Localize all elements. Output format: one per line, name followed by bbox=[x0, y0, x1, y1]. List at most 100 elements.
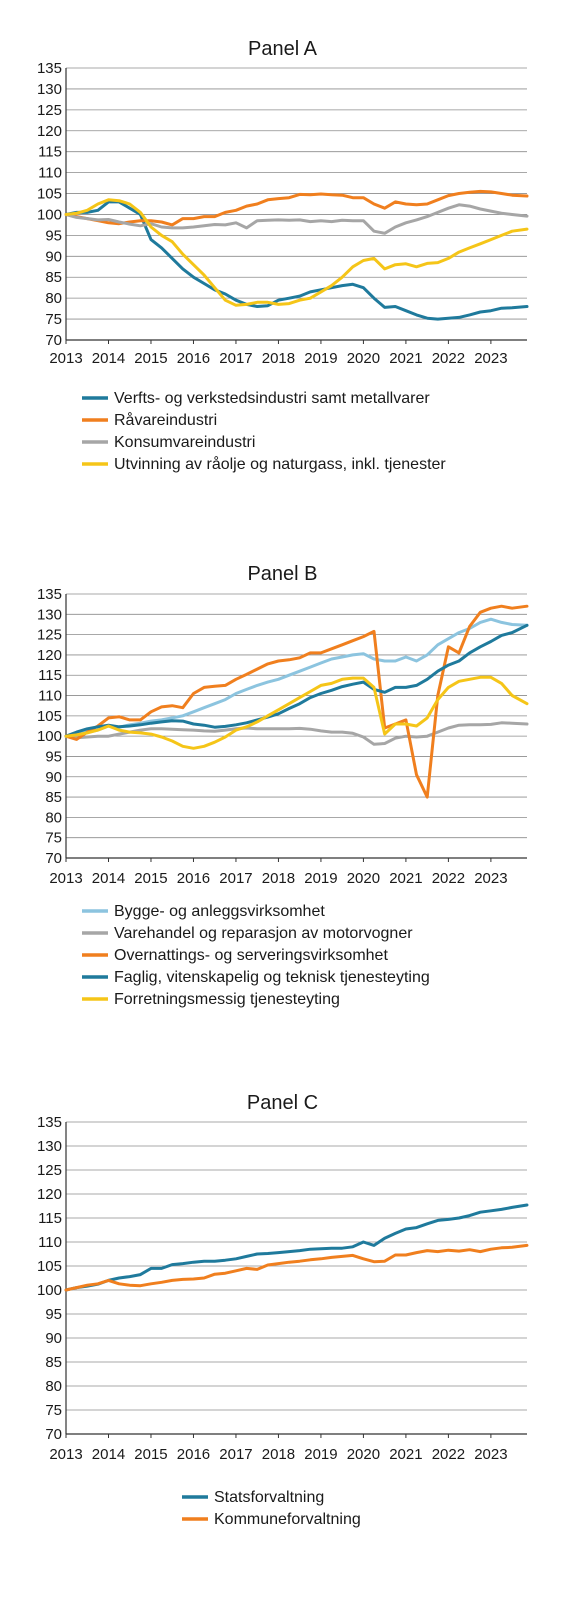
x-tick-label: 2015 bbox=[134, 350, 167, 367]
chart-title: Panel C bbox=[247, 1092, 318, 1114]
y-tick-label: 120 bbox=[37, 123, 62, 140]
chart-title: Panel B bbox=[247, 563, 317, 585]
legend: Statsforvaltning Kommuneforvaltning bbox=[182, 1489, 361, 1528]
legend-label: Faglig, vitenskapelig og teknisk tjenest… bbox=[114, 969, 430, 986]
x-tick-label: 2019 bbox=[304, 870, 337, 887]
chart-panel-2: Panel C 135 130 125 120 115 110 105 100 95 90 85 80 7… bbox=[37, 1092, 529, 1528]
y-tick-label: 120 bbox=[37, 647, 62, 664]
y-tick-label: 105 bbox=[37, 1258, 62, 1275]
x-tick-label: 2014 bbox=[92, 870, 125, 887]
x-tick-label: 2020 bbox=[347, 350, 380, 367]
x-tick-label: 2017 bbox=[219, 350, 252, 367]
x-tick-label: 2020 bbox=[347, 1446, 380, 1463]
y-tick-label: 80 bbox=[45, 290, 62, 307]
series-line-1 bbox=[64, 189, 529, 227]
y-tick-label: 120 bbox=[37, 1186, 62, 1203]
y-tick-label: 70 bbox=[45, 332, 62, 349]
y-tick-label: 105 bbox=[37, 186, 62, 203]
legend-label: Forretningsmessig tjenesteyting bbox=[114, 991, 340, 1008]
y-tick-label: 75 bbox=[45, 311, 62, 328]
legend-label: Varehandel og reparasjon av motorvogner bbox=[114, 925, 413, 942]
legend-label: Verfts- og verkstedsindustri samt metall… bbox=[114, 390, 430, 407]
y-tick-label: 125 bbox=[37, 102, 62, 119]
series-line-3 bbox=[64, 623, 529, 738]
x-tick-label: 2021 bbox=[389, 1446, 422, 1463]
x-tick-label: 2020 bbox=[347, 870, 380, 887]
y-tick-label: 70 bbox=[45, 850, 62, 867]
y-tick-label: 80 bbox=[45, 1378, 62, 1395]
y-tick-label: 100 bbox=[37, 206, 62, 223]
y-tick-label: 135 bbox=[37, 60, 62, 77]
x-tick-label: 2019 bbox=[304, 1446, 337, 1463]
y-tick-label: 85 bbox=[45, 789, 62, 806]
x-tick-label: 2013 bbox=[49, 870, 82, 887]
chart-panel-1: Panel B 135 130 125 120 115 110 105 100 95 90 85 80 7… bbox=[37, 563, 529, 1008]
series-line-0 bbox=[64, 617, 529, 738]
y-tick-label: 130 bbox=[37, 1138, 62, 1155]
y-tick-label: 130 bbox=[37, 81, 62, 98]
x-tick-label: 2017 bbox=[219, 870, 252, 887]
series-line-3 bbox=[64, 198, 529, 307]
y-tick-label: 75 bbox=[45, 1402, 62, 1419]
x-tick-label: 2018 bbox=[262, 870, 295, 887]
series-line-0 bbox=[64, 1203, 529, 1292]
series-line-2 bbox=[64, 604, 529, 799]
x-tick-label: 2018 bbox=[262, 1446, 295, 1463]
chart-panel-0: Panel A 135 130 125 120 115 110 105 100 95 90 85 80 7… bbox=[37, 38, 529, 473]
legend-label: Statsforvaltning bbox=[214, 1489, 324, 1506]
y-tick-label: 75 bbox=[45, 830, 62, 847]
x-tick-label: 2018 bbox=[262, 350, 295, 367]
y-tick-label: 90 bbox=[45, 248, 62, 265]
x-tick-label: 2014 bbox=[92, 1446, 125, 1463]
y-tick-label: 100 bbox=[37, 728, 62, 745]
y-tick-label: 110 bbox=[38, 688, 62, 705]
y-tick-label: 95 bbox=[45, 748, 62, 765]
y-tick-label: 85 bbox=[45, 1354, 62, 1371]
x-tick-label: 2015 bbox=[134, 1446, 167, 1463]
y-tick-label: 95 bbox=[45, 1306, 62, 1323]
x-tick-label: 2014 bbox=[92, 350, 125, 367]
legend-label: Konsumvareindustri bbox=[114, 434, 255, 451]
chart-title: Panel A bbox=[248, 38, 318, 60]
legend-label: Overnattings- og serveringsvirksomhet bbox=[114, 947, 388, 964]
x-tick-label: 2021 bbox=[389, 350, 422, 367]
x-tick-label: 2013 bbox=[49, 1446, 82, 1463]
y-tick-label: 115 bbox=[38, 144, 62, 161]
series-line-1 bbox=[64, 721, 529, 746]
y-tick-label: 90 bbox=[45, 1330, 62, 1347]
x-tick-label: 2022 bbox=[432, 350, 465, 367]
x-tick-label: 2023 bbox=[474, 1446, 507, 1463]
y-tick-label: 110 bbox=[38, 1234, 62, 1251]
y-tick-label: 135 bbox=[37, 1114, 62, 1131]
series-line-0 bbox=[64, 200, 529, 321]
series-line-4 bbox=[64, 675, 529, 750]
y-tick-label: 85 bbox=[45, 269, 62, 286]
y-tick-label: 125 bbox=[37, 1162, 62, 1179]
y-tick-label: 100 bbox=[37, 1282, 62, 1299]
legend: Bygge- og anleggsvirksomhet Varehandel og… bbox=[82, 903, 430, 1008]
x-tick-label: 2015 bbox=[134, 870, 167, 887]
y-tick-label: 70 bbox=[45, 1426, 62, 1443]
y-tick-label: 115 bbox=[38, 667, 62, 684]
x-tick-label: 2016 bbox=[177, 870, 210, 887]
legend: Verfts- og verkstedsindustri samt metall… bbox=[82, 390, 446, 473]
y-tick-label: 125 bbox=[37, 627, 62, 644]
series-line-2 bbox=[64, 203, 529, 235]
x-tick-label: 2019 bbox=[304, 350, 337, 367]
y-tick-label: 95 bbox=[45, 227, 62, 244]
x-tick-label: 2017 bbox=[219, 1446, 252, 1463]
y-tick-label: 80 bbox=[45, 809, 62, 826]
y-tick-label: 105 bbox=[37, 708, 62, 725]
x-tick-label: 2022 bbox=[432, 870, 465, 887]
legend-label: Bygge- og anleggsvirksomhet bbox=[114, 903, 325, 920]
x-tick-label: 2016 bbox=[177, 1446, 210, 1463]
legend-label: Råvareindustri bbox=[114, 411, 217, 429]
x-tick-label: 2013 bbox=[49, 350, 82, 367]
y-tick-label: 115 bbox=[38, 1210, 62, 1227]
x-tick-label: 2022 bbox=[432, 1446, 465, 1463]
x-tick-label: 2021 bbox=[389, 870, 422, 887]
series-line-1 bbox=[64, 1243, 529, 1292]
x-tick-label: 2023 bbox=[474, 350, 507, 367]
y-tick-label: 110 bbox=[38, 165, 62, 182]
